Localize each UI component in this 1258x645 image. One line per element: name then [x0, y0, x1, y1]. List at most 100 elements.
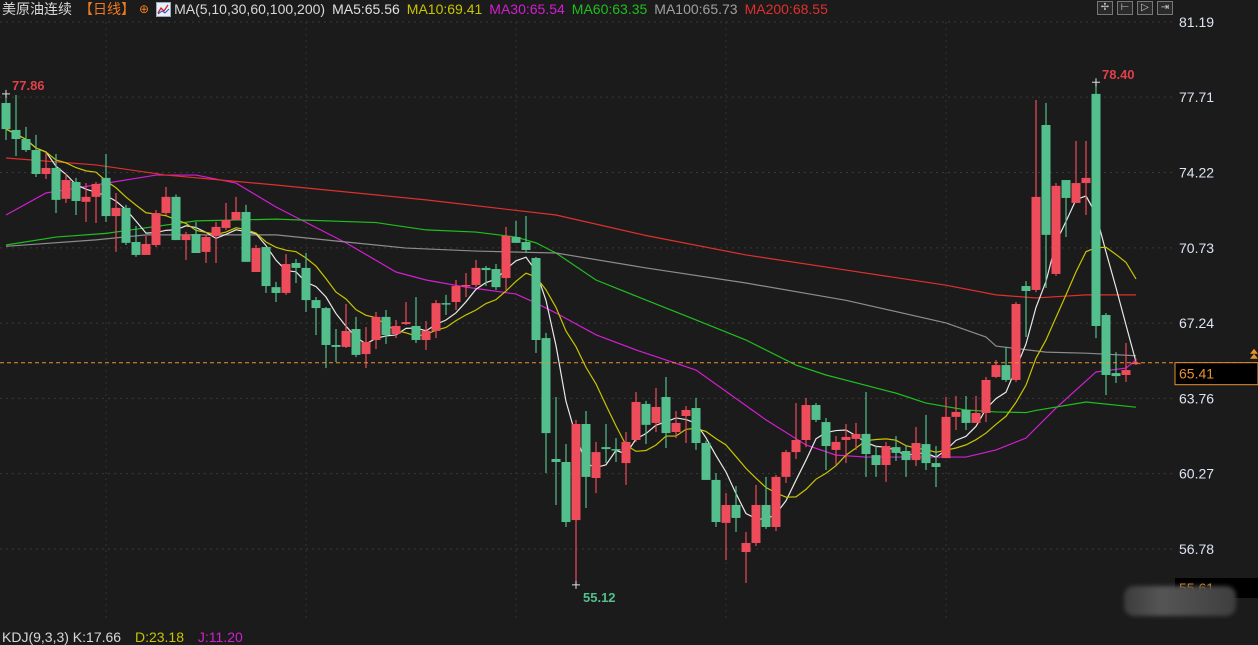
candle — [261, 246, 271, 293]
candle-body — [701, 443, 711, 480]
candle — [971, 395, 981, 423]
candle — [161, 186, 171, 216]
candle-body — [1111, 373, 1121, 377]
candle-body — [531, 257, 541, 341]
candle-body — [1041, 124, 1051, 235]
candle — [1111, 352, 1121, 383]
ma5-value: MA5:65.56 — [332, 1, 400, 17]
price-tick-label: 56.78 — [1179, 541, 1214, 557]
candle — [921, 414, 931, 470]
candle — [551, 397, 561, 505]
candle-body — [961, 409, 971, 423]
candles — [1, 82, 1141, 585]
candle-body — [1131, 362, 1141, 365]
candle-body — [191, 234, 201, 254]
candle-body — [771, 476, 781, 527]
candle — [601, 424, 611, 464]
candle-body — [101, 177, 111, 217]
candle — [231, 196, 241, 220]
candle — [1061, 180, 1071, 238]
candle — [211, 221, 221, 263]
candle — [571, 419, 581, 585]
candle-body — [401, 322, 411, 325]
candle — [1121, 343, 1131, 382]
candle-body — [391, 325, 401, 334]
candle — [961, 395, 971, 431]
candle-body — [851, 433, 861, 439]
candle-body — [761, 504, 771, 527]
candle-body — [481, 267, 491, 271]
candle-body — [741, 542, 751, 553]
candle — [271, 281, 281, 303]
candle — [761, 476, 771, 529]
candle-body — [891, 447, 901, 453]
candle — [721, 493, 731, 561]
candle — [431, 300, 441, 339]
candle-body — [251, 248, 261, 273]
candle-body — [791, 439, 801, 453]
candle-body — [271, 287, 281, 293]
candle — [441, 294, 451, 315]
candle — [781, 449, 791, 483]
candle-body — [921, 444, 931, 464]
period-label[interactable]: 【日线】 — [79, 1, 135, 17]
candle — [1001, 346, 1011, 382]
price-tick-label: 70.73 — [1179, 240, 1214, 256]
candle — [951, 395, 961, 431]
candle — [1041, 102, 1051, 288]
candle — [1081, 140, 1091, 216]
candle-body — [171, 196, 181, 241]
candle — [191, 221, 201, 254]
ma60-value: MA60:63.35 — [571, 1, 648, 17]
ma200-line — [5, 157, 1136, 299]
candle — [371, 311, 381, 350]
candle — [901, 444, 911, 477]
chevron-up-icon[interactable] — [1250, 348, 1258, 359]
candle — [621, 431, 631, 485]
play-icon[interactable]: ▷ — [1137, 1, 1153, 15]
moving-average-lines — [5, 128, 1137, 521]
line-chart-icon[interactable] — [156, 1, 172, 17]
candle-body — [561, 462, 571, 523]
ma-params[interactable]: MA(5,10,30,60,100,200) — [174, 1, 326, 17]
candle-body — [1021, 286, 1031, 292]
candle-body — [861, 433, 871, 455]
candle — [541, 332, 551, 474]
zoom-in-icon[interactable]: ⊢ — [1117, 1, 1133, 15]
left-high-label: 77.86 — [12, 78, 45, 93]
candle — [61, 173, 71, 203]
candle-body — [781, 452, 791, 477]
extreme-markers: 77.86 78.40 55.12 — [2, 67, 1135, 605]
grid — [0, 21, 1172, 620]
candle-body — [691, 408, 701, 444]
candle — [981, 376, 991, 423]
candle — [351, 316, 361, 358]
price-tick-label: 60.27 — [1179, 466, 1214, 482]
candle-body — [881, 446, 891, 466]
kdj-indicator-header: KDJ(9,3,3) K:17.66 D:23.18 J:11.20 — [2, 629, 253, 645]
candle-body — [491, 268, 501, 288]
circle-plus-icon[interactable]: ⊕ — [139, 2, 150, 16]
exit-icon[interactable]: ⇥ — [1157, 1, 1173, 15]
candle-body — [611, 449, 621, 451]
candle — [711, 473, 721, 527]
candle-body — [381, 316, 391, 336]
candle — [111, 192, 121, 252]
crosshair-icon[interactable]: ✢ — [1097, 1, 1113, 15]
candle — [501, 226, 511, 290]
candle — [851, 422, 861, 450]
ma100-value: MA100:65.73 — [654, 1, 738, 17]
candle — [1071, 140, 1081, 203]
candle — [141, 235, 151, 255]
candle-body — [671, 422, 681, 432]
candle — [861, 392, 871, 477]
price-tick-label: 77.71 — [1179, 89, 1214, 105]
candle — [1031, 99, 1041, 293]
candle-body — [471, 267, 481, 285]
candle — [821, 417, 831, 470]
candle-body — [211, 226, 221, 236]
candle-body — [571, 424, 581, 521]
candle — [511, 220, 521, 243]
candle — [251, 245, 261, 273]
